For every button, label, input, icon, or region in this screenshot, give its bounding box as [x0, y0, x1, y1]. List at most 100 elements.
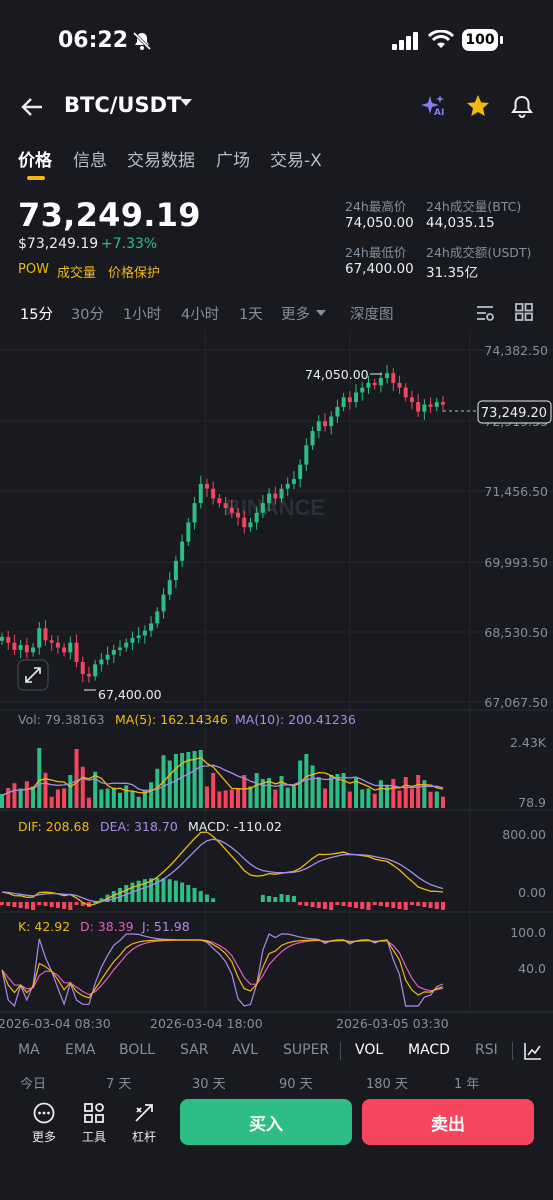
volume-bar	[322, 788, 327, 808]
indicator-vol[interactable]: VOL	[355, 1042, 384, 1058]
candle-body	[378, 378, 383, 386]
interval-15m[interactable]: 15分	[20, 307, 53, 323]
indicator-divider	[512, 1042, 513, 1060]
kdj-k-legend: K: 42.92	[18, 919, 71, 934]
volume-bar	[217, 791, 222, 808]
more-button[interactable]: 更多	[24, 1102, 64, 1145]
kdj-d-legend: D: 38.39	[80, 919, 134, 934]
candle-body	[49, 640, 54, 643]
period-180d[interactable]: 180 天	[366, 1077, 408, 1092]
buy-button[interactable]: 买入	[180, 1099, 352, 1145]
period-1y[interactable]: 1 年	[454, 1077, 480, 1092]
tag-pow[interactable]: POW	[18, 262, 49, 277]
candle-body	[93, 664, 98, 677]
macd-histogram-bar	[204, 894, 209, 902]
back-arrow-icon[interactable]	[18, 92, 48, 122]
macd-histogram-bar	[99, 898, 104, 902]
candle-body	[335, 406, 340, 417]
interval-more[interactable]: 更多	[281, 307, 310, 323]
candle-body	[403, 387, 408, 398]
price-chart[interactable]: BINANCE 74,382.50 72,919.55 71,456.50 69…	[0, 330, 553, 1035]
period-7d[interactable]: 7 天	[106, 1077, 132, 1092]
volume-bar	[242, 775, 247, 808]
macd-histogram-bar	[211, 898, 216, 902]
macd-histogram-bar	[173, 880, 178, 902]
sell-button[interactable]: 卖出	[362, 1099, 534, 1145]
macd-histogram-bar	[403, 902, 408, 910]
tab-price[interactable]: 价格	[18, 151, 52, 171]
macd-histogram-bar	[12, 902, 17, 907]
wifi-icon	[428, 30, 454, 48]
candle-body	[422, 404, 427, 412]
candle-body	[298, 464, 303, 480]
low-24h-label: 24h最低价	[345, 245, 407, 260]
candle-body	[118, 647, 123, 650]
interval-more-caret-icon[interactable]	[316, 310, 326, 316]
volume-bar	[335, 774, 340, 808]
period-today[interactable]: 今日	[20, 1077, 47, 1092]
chart-grid	[0, 330, 553, 1013]
indicator-macd[interactable]: MACD	[408, 1042, 450, 1058]
tab-info[interactable]: 信息	[73, 151, 107, 171]
tag-price-protection[interactable]: 价格保护	[108, 266, 161, 281]
macd-histogram-bar	[372, 902, 377, 905]
volume-legend: Vol: 79.38163	[18, 712, 105, 727]
indicator-boll[interactable]: BOLL	[119, 1042, 155, 1058]
candle-body	[279, 488, 284, 499]
price-alert-bell-icon[interactable]	[509, 93, 535, 119]
candle-body	[74, 642, 79, 662]
indicator-sar[interactable]: SAR	[180, 1042, 209, 1058]
candle-body	[155, 611, 160, 624]
candle-body	[254, 512, 259, 523]
depth-chart-tab[interactable]: 深度图	[350, 307, 394, 323]
macd-histogram-bar	[24, 902, 29, 909]
favorite-star-icon[interactable]	[465, 93, 491, 119]
fullscreen-expand-icon[interactable]	[17, 659, 49, 691]
period-30d[interactable]: 30 天	[192, 1077, 226, 1092]
volume-bar	[12, 783, 17, 808]
candle-body	[434, 402, 439, 407]
candle-body	[173, 560, 178, 581]
tab-trading-data[interactable]: 交易数据	[127, 151, 195, 171]
volume-bar	[192, 751, 197, 808]
ai-assistant-button[interactable]: AI	[420, 94, 446, 120]
cellular-signal-icon	[392, 32, 418, 50]
interval-4h[interactable]: 4小时	[181, 307, 220, 323]
current-price-tag	[477, 400, 552, 424]
pair-dropdown-caret-icon[interactable]	[180, 99, 192, 106]
macd-histogram-bar	[347, 902, 352, 907]
pair-title[interactable]: BTC/USDT	[64, 93, 182, 117]
leverage-button[interactable]: 杠杆	[124, 1102, 164, 1145]
indicator-avl[interactable]: AVL	[232, 1042, 259, 1058]
indicator-super[interactable]: SUPER	[283, 1042, 330, 1058]
tab-trade-x[interactable]: 交易-X	[270, 151, 322, 171]
turnover-usdt-value: 31.35亿	[426, 265, 479, 281]
volume-bar	[24, 781, 29, 808]
kdj-j-legend: J: 51.98	[142, 919, 190, 934]
period-90d[interactable]: 90 天	[279, 1077, 313, 1092]
macd-histogram-bar	[93, 902, 98, 903]
tools-button[interactable]: 工具	[74, 1102, 114, 1145]
candle-body	[385, 373, 390, 379]
indicator-rsi[interactable]: RSI	[475, 1042, 498, 1058]
indicator-ema[interactable]: EMA	[65, 1042, 96, 1058]
last-price: 73,249.19	[18, 196, 201, 234]
chart-settings-icon[interactable]	[475, 303, 495, 323]
candle-body	[291, 479, 296, 484]
volume-bar	[285, 787, 290, 808]
interval-30m[interactable]: 30分	[71, 307, 104, 323]
tab-square[interactable]: 广场	[216, 151, 250, 171]
interval-1d[interactable]: 1天	[239, 307, 263, 323]
tag-volume[interactable]: 成交量	[57, 266, 97, 281]
volume-bar	[80, 766, 85, 808]
time-axis-label: 2026-03-04 18:00	[150, 1016, 263, 1031]
candle-body	[198, 483, 203, 504]
macd-histogram-bar	[49, 902, 54, 907]
interval-1h[interactable]: 1小时	[123, 307, 162, 323]
volume-ma5-line	[1, 756, 444, 796]
layout-grid-icon[interactable]	[515, 303, 533, 321]
kdj-axis-label: 100.0	[510, 925, 546, 940]
indicator-settings-icon[interactable]	[523, 1041, 543, 1061]
indicator-ma[interactable]: MA	[18, 1042, 40, 1058]
kdj-j-line	[1, 933, 444, 1008]
